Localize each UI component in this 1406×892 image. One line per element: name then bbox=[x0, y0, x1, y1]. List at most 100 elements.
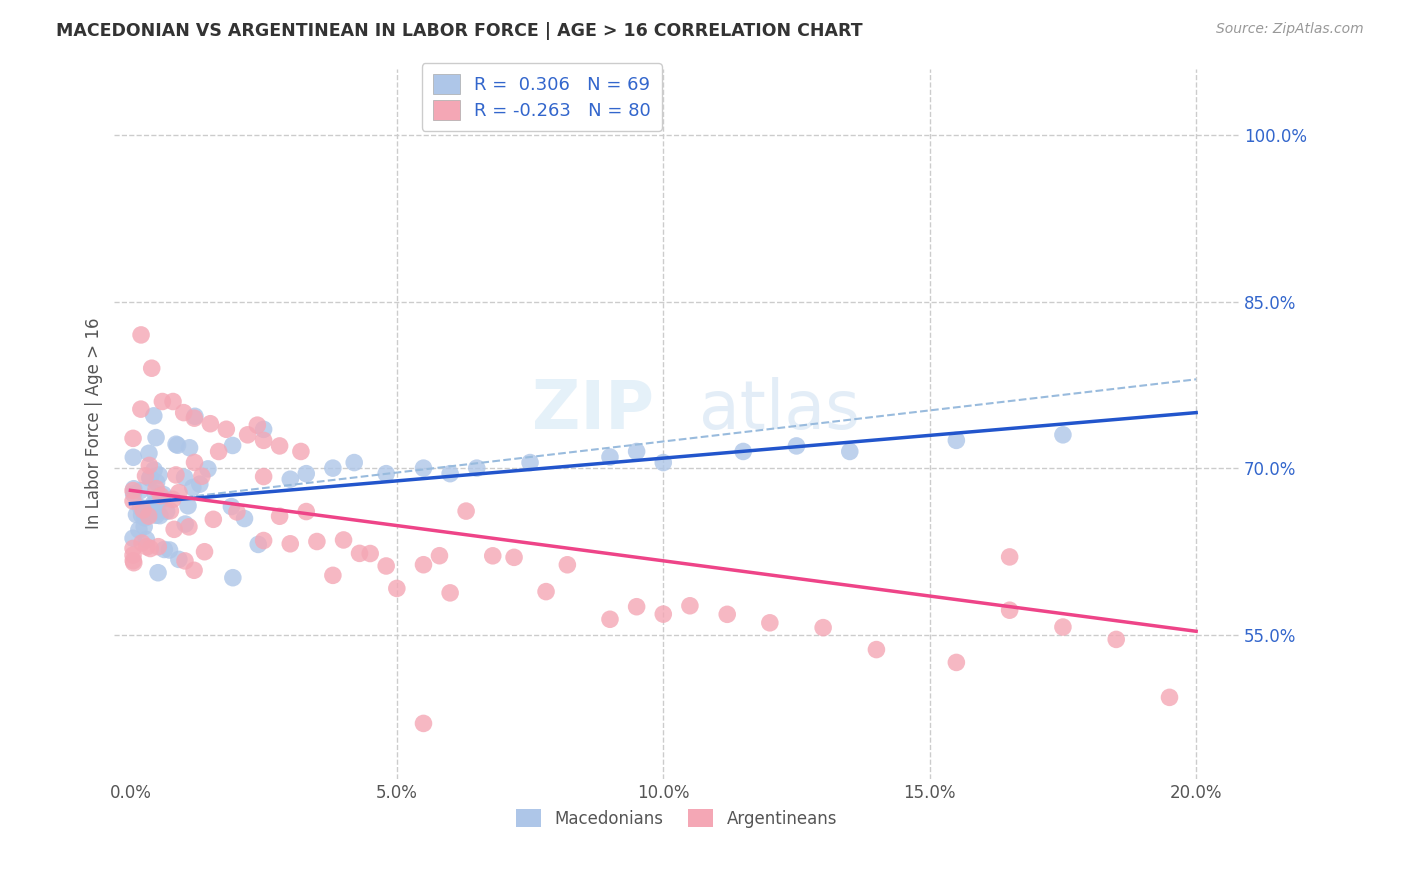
Point bbox=[716, 607, 738, 622]
Point bbox=[152, 487, 174, 501]
Point bbox=[412, 558, 434, 572]
Point bbox=[173, 406, 195, 420]
Point bbox=[162, 394, 184, 409]
Point bbox=[139, 470, 162, 484]
Point bbox=[122, 431, 145, 445]
Point bbox=[148, 540, 170, 554]
Point bbox=[332, 533, 354, 547]
Legend: Macedonians, Argentineans: Macedonians, Argentineans bbox=[509, 803, 844, 835]
Point bbox=[481, 549, 503, 563]
Point bbox=[159, 543, 181, 558]
Point bbox=[122, 482, 145, 496]
Point bbox=[139, 504, 162, 518]
Point bbox=[225, 505, 247, 519]
Point bbox=[163, 522, 186, 536]
Point bbox=[146, 505, 169, 519]
Point bbox=[128, 523, 150, 537]
Point bbox=[142, 409, 165, 423]
Point bbox=[146, 566, 169, 580]
Point bbox=[252, 434, 274, 448]
Point bbox=[945, 434, 967, 448]
Point bbox=[134, 468, 156, 483]
Point bbox=[181, 481, 204, 495]
Point bbox=[652, 456, 675, 470]
Point bbox=[122, 483, 145, 498]
Point bbox=[208, 444, 231, 458]
Point bbox=[183, 411, 205, 425]
Point bbox=[188, 477, 211, 491]
Point bbox=[174, 554, 197, 568]
Point bbox=[945, 656, 967, 670]
Point bbox=[167, 485, 190, 500]
Point bbox=[519, 456, 541, 470]
Point bbox=[138, 446, 160, 460]
Point bbox=[202, 512, 225, 526]
Point bbox=[148, 468, 170, 483]
Point bbox=[173, 470, 195, 484]
Text: atlas: atlas bbox=[699, 376, 860, 442]
Point bbox=[145, 475, 167, 490]
Point bbox=[156, 504, 179, 518]
Point bbox=[183, 455, 205, 469]
Point bbox=[295, 467, 318, 481]
Point bbox=[733, 444, 755, 458]
Point bbox=[599, 612, 621, 626]
Point bbox=[184, 409, 207, 424]
Point bbox=[132, 503, 155, 517]
Point bbox=[177, 520, 200, 534]
Point bbox=[252, 422, 274, 436]
Point bbox=[252, 469, 274, 483]
Point bbox=[122, 554, 145, 568]
Point bbox=[429, 549, 451, 563]
Point bbox=[166, 438, 188, 452]
Point bbox=[290, 444, 312, 458]
Point bbox=[1052, 620, 1074, 634]
Point bbox=[269, 509, 291, 524]
Point bbox=[150, 394, 173, 409]
Point bbox=[139, 500, 162, 515]
Point bbox=[865, 642, 887, 657]
Point bbox=[343, 456, 366, 470]
Point bbox=[122, 556, 145, 570]
Point bbox=[134, 519, 156, 533]
Point bbox=[359, 547, 381, 561]
Point bbox=[183, 563, 205, 577]
Text: MACEDONIAN VS ARGENTINEAN IN LABOR FORCE | AGE > 16 CORRELATION CHART: MACEDONIAN VS ARGENTINEAN IN LABOR FORCE… bbox=[56, 22, 863, 40]
Point bbox=[412, 461, 434, 475]
Point bbox=[139, 471, 162, 485]
Point bbox=[138, 509, 160, 524]
Point bbox=[131, 536, 153, 550]
Point bbox=[375, 467, 398, 481]
Point bbox=[122, 450, 145, 465]
Point bbox=[122, 487, 145, 501]
Point bbox=[145, 482, 167, 496]
Point bbox=[129, 500, 152, 515]
Point bbox=[534, 584, 557, 599]
Point bbox=[349, 546, 371, 560]
Point bbox=[145, 431, 167, 445]
Point bbox=[385, 582, 408, 596]
Point bbox=[200, 417, 222, 431]
Point bbox=[132, 501, 155, 516]
Point bbox=[278, 537, 301, 551]
Point bbox=[139, 541, 162, 556]
Point bbox=[143, 463, 166, 477]
Point bbox=[122, 494, 145, 508]
Point bbox=[375, 559, 398, 574]
Point bbox=[193, 545, 215, 559]
Point bbox=[143, 486, 166, 500]
Point bbox=[141, 361, 163, 376]
Point bbox=[174, 516, 197, 531]
Point bbox=[305, 534, 328, 549]
Point bbox=[159, 504, 181, 518]
Point bbox=[167, 552, 190, 566]
Point bbox=[599, 450, 621, 464]
Point bbox=[439, 467, 461, 481]
Point bbox=[1105, 632, 1128, 647]
Point bbox=[122, 548, 145, 562]
Point bbox=[134, 511, 156, 525]
Point bbox=[177, 499, 200, 513]
Point bbox=[269, 439, 291, 453]
Point bbox=[122, 541, 145, 556]
Point bbox=[322, 568, 344, 582]
